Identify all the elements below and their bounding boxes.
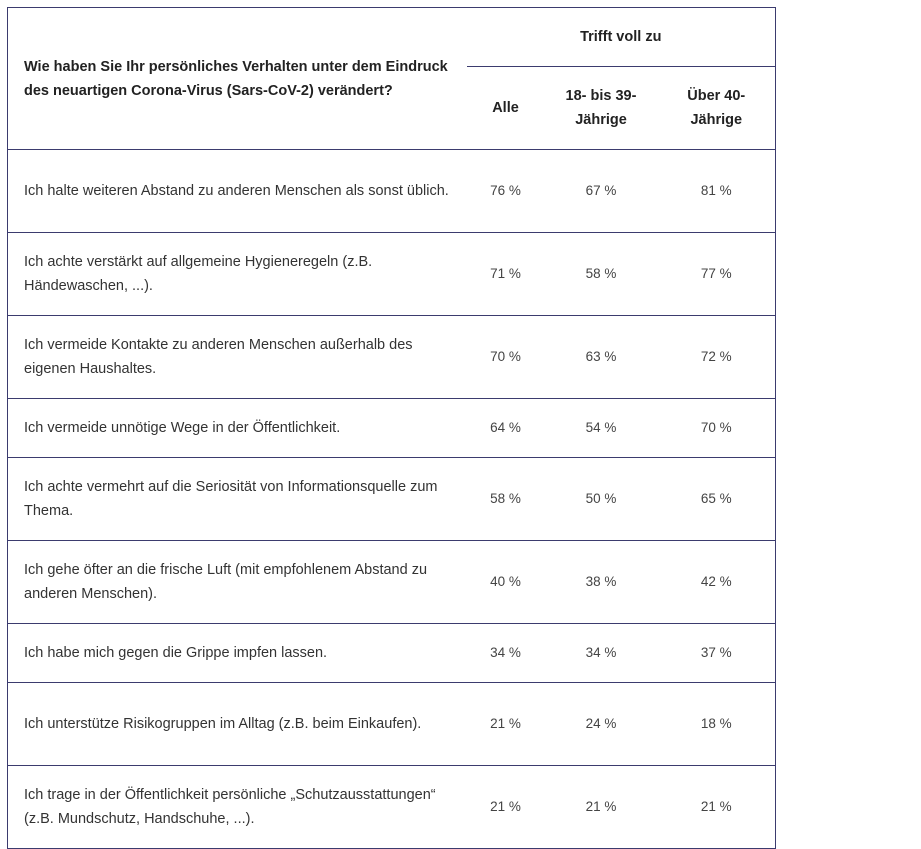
column-header-alle: Alle <box>466 66 545 150</box>
value-18-39: 67 % <box>544 149 658 233</box>
value-alle: 64 % <box>466 398 545 458</box>
table-row: Ich vermeide Kontakte zu anderen Mensche… <box>7 315 776 399</box>
value-18-39: 21 % <box>544 765 658 849</box>
survey-table: Wie haben Sie Ihr persönliches Verhalten… <box>7 7 776 849</box>
statement-cell: Ich achte vermehrt auf die Seriosität vo… <box>7 457 467 541</box>
value-18-39: 34 % <box>544 623 658 683</box>
column-header-40-plus-text: Über 40-Jährige <box>687 88 746 128</box>
statement-cell: Ich vermeide Kontakte zu anderen Mensche… <box>7 315 467 399</box>
value-18-39: 63 % <box>544 315 658 399</box>
value-alle: 71 % <box>466 232 545 316</box>
value-18-39: 38 % <box>544 540 658 624</box>
statement-cell: Ich vermeide unnötige Wege in der Öffent… <box>7 398 467 458</box>
value-18-39: 24 % <box>544 682 658 766</box>
column-header-18-39: 18- bis 39-Jährige <box>544 66 658 150</box>
value-40-plus: 81 % <box>657 149 776 233</box>
table-row: Ich gehe öfter an die frische Luft (mit … <box>7 540 776 624</box>
value-alle: 76 % <box>466 149 545 233</box>
value-40-plus: 37 % <box>657 623 776 683</box>
value-alle: 21 % <box>466 682 545 766</box>
question-header: Wie haben Sie Ihr persönliches Verhalten… <box>7 7 467 150</box>
statement-cell: Ich achte verstärkt auf allgemeine Hygie… <box>7 232 467 316</box>
column-header-40-plus: Über 40-Jährige <box>657 66 776 150</box>
table-row: Ich habe mich gegen die Grippe impfen la… <box>7 623 776 683</box>
value-alle: 70 % <box>466 315 545 399</box>
table-row: Ich halte weiteren Abstand zu anderen Me… <box>7 149 776 233</box>
value-40-plus: 72 % <box>657 315 776 399</box>
column-header-18-39-text: 18- bis 39-Jährige <box>565 88 637 128</box>
value-18-39: 58 % <box>544 232 658 316</box>
value-alle: 34 % <box>466 623 545 683</box>
table-row: Ich unterstütze Risikogruppen im Alltag … <box>7 682 776 766</box>
table-row: Ich achte verstärkt auf allgemeine Hygie… <box>7 232 776 316</box>
value-40-plus: 77 % <box>657 232 776 316</box>
statement-cell: Ich habe mich gegen die Grippe impfen la… <box>7 623 467 683</box>
statement-cell: Ich trage in der Öffentlichkeit persönli… <box>7 765 467 849</box>
value-alle: 40 % <box>466 540 545 624</box>
value-18-39: 50 % <box>544 457 658 541</box>
value-40-plus: 21 % <box>657 765 776 849</box>
value-alle: 58 % <box>466 457 545 541</box>
table-row: Ich achte vermehrt auf die Seriosität vo… <box>7 457 776 541</box>
statement-cell: Ich gehe öfter an die frische Luft (mit … <box>7 540 467 624</box>
value-40-plus: 65 % <box>657 457 776 541</box>
value-40-plus: 70 % <box>657 398 776 458</box>
value-40-plus: 18 % <box>657 682 776 766</box>
value-18-39: 54 % <box>544 398 658 458</box>
value-alle: 21 % <box>466 765 545 849</box>
statement-cell: Ich unterstütze Risikogruppen im Alltag … <box>7 682 467 766</box>
table-row: Ich trage in der Öffentlichkeit persönli… <box>7 765 776 849</box>
table-row: Ich vermeide unnötige Wege in der Öffent… <box>7 398 776 458</box>
statement-cell: Ich halte weiteren Abstand zu anderen Me… <box>7 149 467 233</box>
value-40-plus: 42 % <box>657 540 776 624</box>
group-header: Trifft voll zu <box>466 7 776 67</box>
